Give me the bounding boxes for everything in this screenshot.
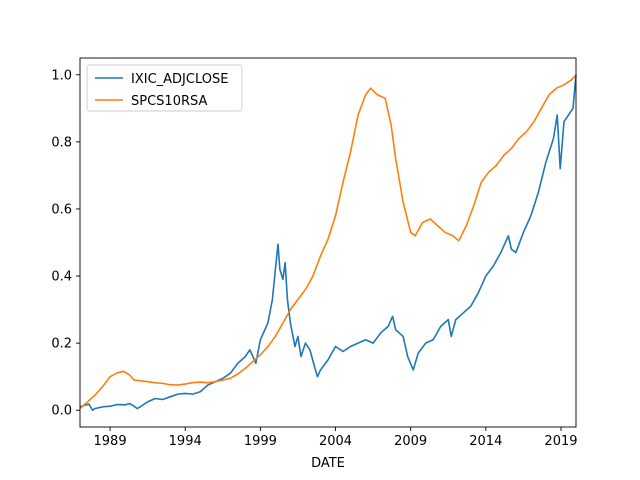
legend-label: IXIC_ADJCLOSE xyxy=(131,72,228,87)
series-layer xyxy=(79,74,577,412)
legend-box xyxy=(86,64,243,112)
y-tick-label: 0.0 xyxy=(51,404,72,419)
x-tick-label: 2014 xyxy=(469,434,502,449)
x-tick-label: 1994 xyxy=(169,434,202,449)
y-tick-label: 1.0 xyxy=(51,68,72,83)
plot-area xyxy=(80,58,576,427)
series-line-ixic-adjclose xyxy=(79,74,577,412)
plot-background xyxy=(80,58,576,427)
axes-layer: 1989 1994 1999 2004 2009 2014 2019 0.0 0.2 0.4 0.6… xyxy=(51,57,578,449)
y-tick-label: 0.8 xyxy=(51,135,72,150)
x-axis-title: DATE xyxy=(311,456,345,471)
y-tick-label: 0.4 xyxy=(51,270,72,285)
legend: IXIC_ADJCLOSE SPCS10RSA xyxy=(86,64,243,112)
series-line-spcs10rsa xyxy=(79,74,577,410)
x-tick-label: 2019 xyxy=(544,434,577,449)
axes-frame xyxy=(79,57,577,428)
x-tick-label: 1999 xyxy=(244,434,277,449)
x-tick-label: 1989 xyxy=(94,434,127,449)
y-tick-label: 0.2 xyxy=(51,337,72,352)
x-tick-label: 2004 xyxy=(319,434,352,449)
x-tick-label: 2009 xyxy=(394,434,427,449)
y-tick-label: 0.6 xyxy=(51,202,72,217)
legend-label: SPCS10RSA xyxy=(131,94,207,109)
